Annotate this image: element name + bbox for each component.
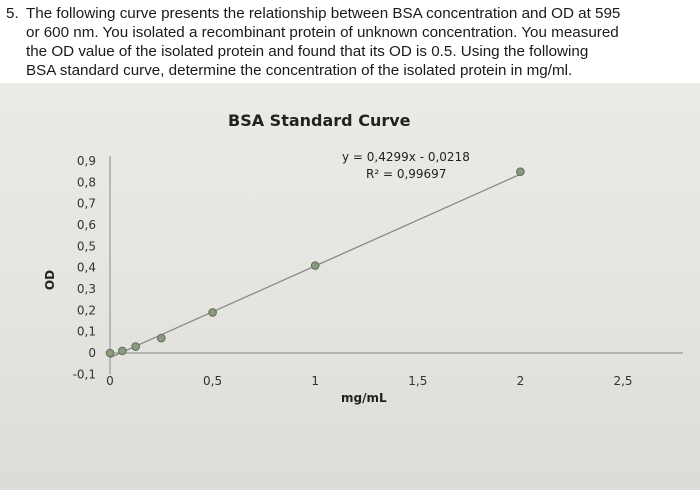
question-line: or 600 nm. You isolated a recombinant pr… bbox=[26, 24, 619, 41]
chart-title: BSA Standard Curve bbox=[228, 111, 411, 130]
data-point bbox=[131, 342, 140, 351]
question-line: the OD value of the isolated protein and… bbox=[26, 43, 589, 60]
y-tick-label: 0,7 bbox=[77, 197, 96, 211]
data-point bbox=[208, 308, 217, 317]
data-point bbox=[310, 261, 320, 270]
y-tick-label: 0,4 bbox=[77, 261, 96, 275]
y-tick-label: -0,1 bbox=[73, 367, 96, 381]
data-point bbox=[157, 333, 166, 343]
data-point bbox=[118, 346, 127, 356]
question-number: 5. bbox=[6, 5, 19, 22]
y-tick-label: 0,2 bbox=[77, 303, 96, 317]
x-tick-label: 0,5 bbox=[203, 374, 222, 388]
x-axis-label: mg/mL bbox=[341, 391, 387, 405]
x-tick-label: 0 bbox=[106, 374, 114, 388]
chart-photo: BSA Standard Curve 0,9 0,8 0,7 0,6 0,5 0,4 0,3… bbox=[0, 83, 700, 490]
equation-annotation: y = 0,4299x - 0,0218 bbox=[342, 150, 470, 164]
question-body: The following curve presents the relatio… bbox=[26, 4, 686, 80]
y-tick-label: 0,6 bbox=[77, 218, 96, 232]
y-tick-label: 0 bbox=[88, 346, 96, 360]
y-tick-label: 0,3 bbox=[77, 282, 96, 296]
bsa-standard-curve-chart: 0,9 0,8 0,7 0,6 0,5 0,4 0,3 0,2 0,1 0 -0,1 0 0,5 1 1,5… bbox=[43, 150, 683, 405]
y-tick-label: 0,9 bbox=[77, 154, 96, 168]
y-tick-label: 0,5 bbox=[77, 239, 96, 253]
r-squared-annotation: R² = 0,99697 bbox=[366, 167, 446, 181]
y-axis-label: OD bbox=[43, 270, 57, 290]
data-point bbox=[105, 348, 115, 358]
x-tick-label: 1,5 bbox=[408, 374, 427, 388]
x-tick-label: 2,5 bbox=[613, 374, 632, 388]
y-tick-label: 0,8 bbox=[77, 175, 96, 189]
data-point bbox=[516, 167, 525, 176]
x-tick-label: 2 bbox=[517, 374, 525, 388]
question-line: BSA standard curve, determine the concen… bbox=[26, 62, 573, 79]
x-tick-label: 1 bbox=[311, 374, 319, 388]
question-line: The following curve presents the relatio… bbox=[26, 5, 621, 22]
y-tick-label: 0,1 bbox=[77, 325, 96, 339]
